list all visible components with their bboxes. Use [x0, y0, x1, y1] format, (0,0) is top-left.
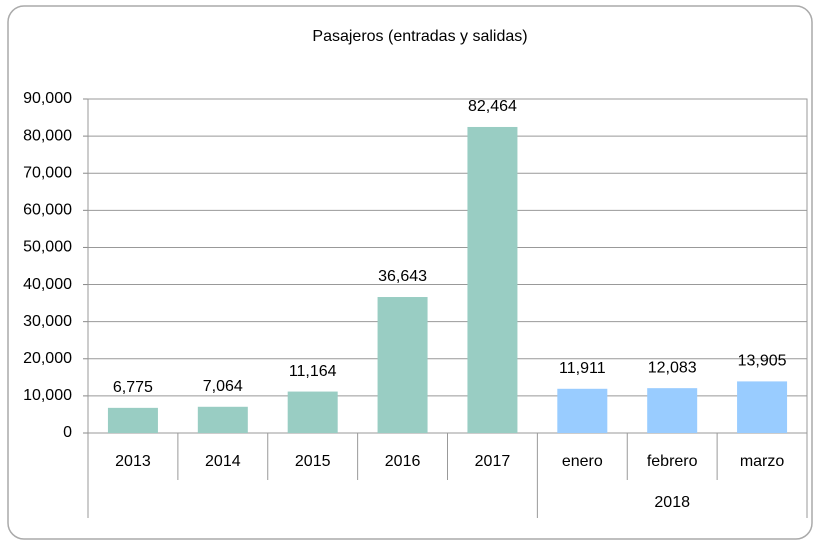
y-tick-label: 30,000	[23, 313, 72, 330]
data-label: 12,083	[648, 359, 697, 376]
y-tick-label: 80,000	[23, 127, 72, 144]
bar	[467, 126, 518, 434]
chart-title: Pasajeros (entradas y salidas)	[312, 28, 527, 45]
y-tick-label: 0	[63, 424, 72, 441]
y-tick-label: 20,000	[23, 350, 72, 367]
y-tick-label: 60,000	[23, 202, 72, 219]
y-tick-label: 10,000	[23, 387, 72, 404]
data-label: 13,905	[738, 353, 787, 370]
bar	[107, 407, 158, 433]
chart-border	[7, 5, 813, 540]
group-label: 2018	[654, 494, 690, 511]
x-tick-label: 2014	[205, 453, 241, 470]
y-tick-label: 40,000	[23, 276, 72, 293]
data-label: 7,064	[203, 378, 243, 395]
x-tick-label: 2015	[295, 453, 331, 470]
bar	[557, 388, 608, 433]
data-label: 82,464	[468, 98, 517, 115]
x-tick-label: 2017	[475, 453, 511, 470]
data-label: 6,775	[113, 379, 153, 396]
x-tick-label: febrero	[647, 453, 698, 470]
y-tick-label: 90,000	[23, 90, 72, 107]
bar	[647, 388, 698, 433]
bar	[377, 297, 428, 433]
y-tick-label: 50,000	[23, 239, 72, 256]
x-tick-label: 2013	[115, 453, 151, 470]
data-label: 36,643	[378, 268, 427, 285]
x-tick-label: 2016	[385, 453, 421, 470]
x-tick-label: marzo	[740, 453, 785, 470]
bar	[197, 406, 248, 433]
y-tick-label: 70,000	[23, 164, 72, 181]
data-label: 11,164	[289, 363, 337, 380]
x-tick-label: enero	[562, 453, 603, 470]
bar	[737, 381, 788, 433]
bar	[287, 391, 338, 433]
data-label: 11,911	[559, 360, 606, 377]
